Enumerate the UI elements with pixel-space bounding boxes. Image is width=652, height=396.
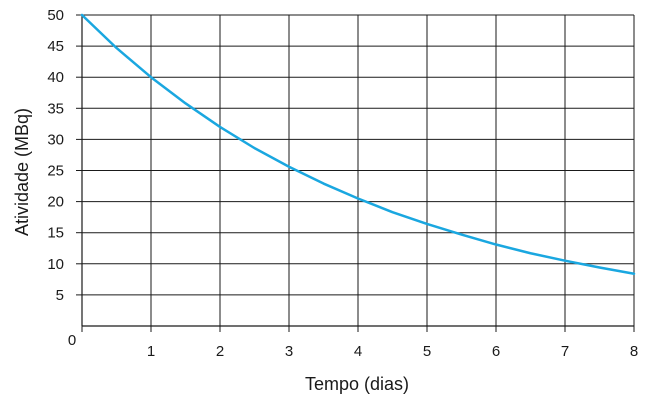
x-tick-label-7: 7 [561,343,569,360]
x-axis-label: Tempo (dias) [305,374,409,394]
y-tick-label-45: 45 [47,38,64,55]
y-axis-label: Atividade (MBq) [12,108,32,236]
y-tick-labels: 5 10 15 20 25 30 35 40 45 50 [47,7,64,304]
y-tick-label-10: 10 [47,256,64,273]
x-tick-label-4: 4 [354,343,362,360]
y-tick-label-25: 25 [47,163,64,180]
series-layer [80,13,636,275]
x-tick-label-0: 0 [68,332,76,349]
y-tick-label-20: 20 [47,194,64,211]
y-tick-label-50: 50 [47,7,64,24]
axes [76,14,635,332]
x-tick-label-3: 3 [285,343,293,360]
grid [81,14,635,326]
y-tick-label-35: 35 [47,100,64,117]
x-tick-label-6: 6 [492,343,500,360]
y-tick-label-15: 15 [47,225,64,242]
y-tick-label-5: 5 [56,287,64,304]
x-tick-label-8: 8 [630,343,638,360]
x-tick-label-2: 2 [216,343,224,360]
series-line-0 [80,13,636,275]
y-tick-label-40: 40 [47,69,64,86]
x-tick-labels: 0 1 2 3 4 5 6 7 8 [68,332,638,360]
x-tick-label-1: 1 [147,343,155,360]
x-tick-label-5: 5 [423,343,431,360]
y-tick-label-30: 30 [47,131,64,148]
